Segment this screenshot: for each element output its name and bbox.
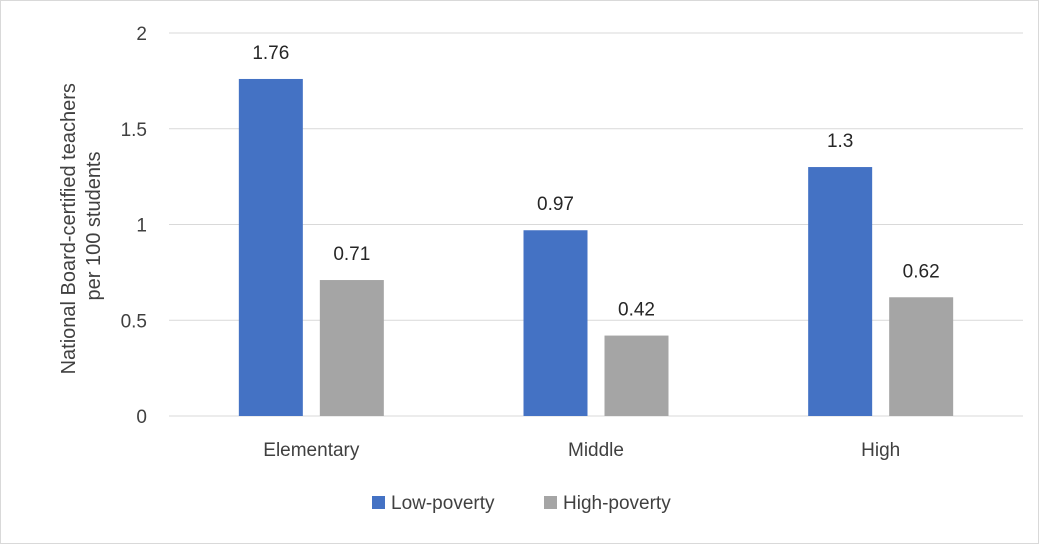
data-labels: 1.76 0.71 0.97 0.42 1.3 0.62	[252, 43, 939, 321]
y-axis-ticks: 0 0.5 1 1.5 2	[121, 24, 147, 428]
y-tick-label: 2	[136, 24, 147, 45]
bar-low-poverty-high	[808, 167, 873, 416]
bars	[238, 78, 954, 417]
y-axis-label-line-1: National Board-certified teachers	[58, 83, 80, 374]
bar-low-poverty-middle	[523, 230, 588, 416]
x-category-label: High	[861, 440, 900, 461]
y-tick-label: 1.5	[121, 120, 147, 141]
data-label: 0.42	[618, 300, 655, 321]
bar-high-poverty-elementary	[319, 280, 384, 416]
bar-low-poverty-elementary	[238, 78, 303, 417]
y-tick-label: 0	[136, 407, 147, 428]
data-label: 0.71	[333, 244, 370, 265]
legend: Low-poverty High-poverty	[372, 493, 671, 514]
y-axis-label: National Board-certified teachers per 10…	[58, 78, 105, 375]
legend-label-low-poverty: Low-poverty	[391, 493, 495, 514]
legend-swatch-low-poverty	[372, 496, 385, 509]
y-axis-label-line-2: per 100 students	[83, 152, 105, 301]
legend-label-high-poverty: High-poverty	[563, 493, 671, 514]
data-label: 0.62	[903, 261, 940, 282]
data-label: 0.97	[537, 194, 574, 215]
y-tick-label: 0.5	[121, 311, 147, 332]
x-axis-categories: Elementary Middle High	[263, 440, 900, 461]
gridlines	[169, 32, 1023, 417]
data-label: 1.76	[252, 43, 289, 64]
data-label: 1.3	[827, 131, 853, 152]
x-category-label: Elementary	[263, 440, 360, 461]
bar-high-poverty-high	[889, 297, 954, 416]
legend-swatch-high-poverty	[544, 496, 557, 509]
y-tick-label: 1	[136, 216, 147, 237]
bar-high-poverty-middle	[604, 335, 669, 416]
x-category-label: Middle	[568, 440, 624, 461]
